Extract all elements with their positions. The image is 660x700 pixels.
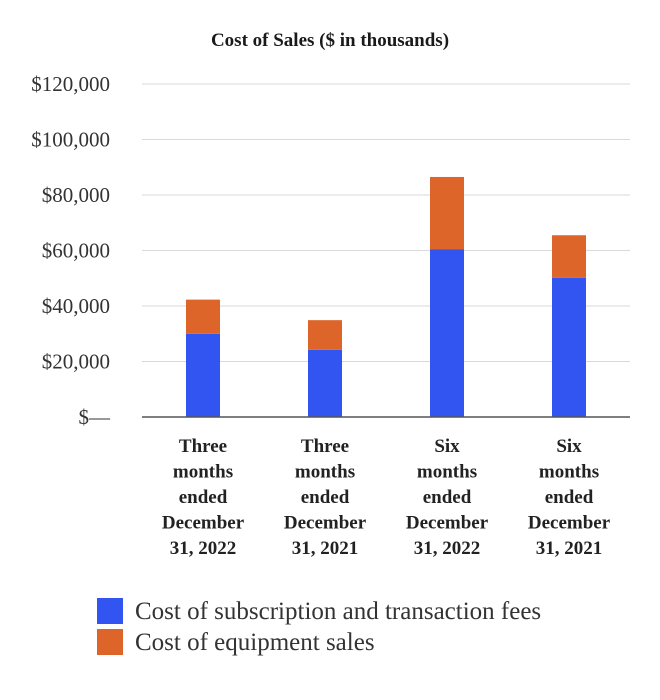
chart-title: Cost of Sales ($ in thousands) [211,30,449,51]
y-tick-label: $120,000 [31,72,110,96]
legend-label: Cost of subscription and transaction fee… [135,598,541,625]
bar-segment-equipment-sales [308,320,342,350]
y-tick-label: $40,000 [42,294,110,318]
y-tick-label: $80,000 [42,183,110,207]
bar-segment-equipment-sales [552,235,586,278]
y-axis-tick-labels: $— $20,000 $40,000 $60,000 $80,000 $100,000 $1… [31,72,111,429]
bars [186,176,586,417]
gridlines [142,83,630,362]
bar-segment-subscription-fees [308,349,342,417]
y-tick-label: $20,000 [42,350,110,374]
x-category-label: Three months ended December 31, 2021 [284,436,367,559]
bar-segment-subscription-fees [552,277,586,417]
x-axis-category-labels: Three months ended December 31, 2022 Three mon… [162,436,611,559]
bar-segment-subscription-fees [430,249,464,417]
legend-swatch [97,629,123,655]
legend-swatch [97,598,123,624]
bar-segment-equipment-sales [186,299,220,334]
y-tick-label: $60,000 [42,239,110,263]
bar-segment-subscription-fees [186,333,220,417]
legend: Cost of subscription and transaction fee… [97,598,541,656]
legend-label: Cost of equipment sales [135,629,375,656]
y-tick-label: $— [79,405,112,429]
x-category-label: Six months ended December 31, 2021 [528,436,611,559]
x-category-label: Three months ended December 31, 2022 [162,436,245,559]
x-category-label: Six months ended December 31, 2022 [406,436,489,559]
bar-segment-equipment-sales [430,176,464,250]
y-tick-label: $100,000 [31,128,110,152]
